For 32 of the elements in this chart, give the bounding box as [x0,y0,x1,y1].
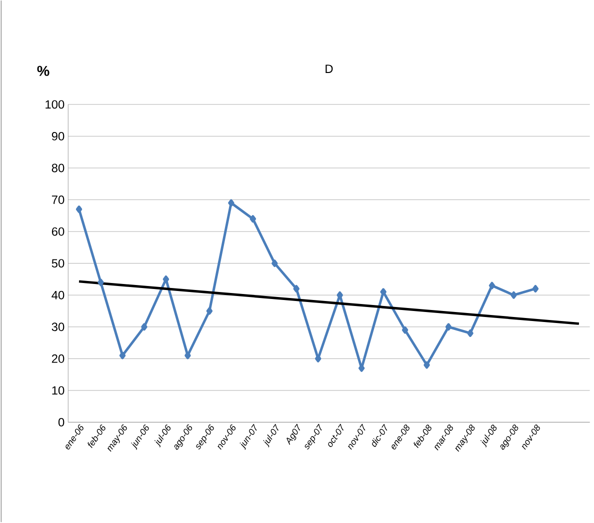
point [424,361,430,369]
point [228,199,234,207]
chart-title: D [326,64,333,74]
point [98,278,104,286]
y-axis-title: % [37,66,50,76]
point [510,292,517,299]
point [76,206,82,214]
point [402,326,408,334]
y-tick-label: 50 [52,259,64,268]
y-tick-label: 70 [52,196,64,204]
point [380,288,386,296]
y-tick-label: 10 [52,386,64,395]
y-tick-label: 40 [52,291,64,300]
point [272,260,278,268]
point [445,323,452,331]
point [532,285,539,293]
point [250,215,256,223]
y-tick-label: 100 [46,100,64,109]
point [141,323,148,331]
y-tick-label: 60 [52,227,64,236]
point [488,282,496,290]
point [184,352,191,360]
point [119,352,126,360]
y-tick-label: 80 [52,164,64,172]
point [206,307,213,315]
point [467,330,474,338]
y-tick-label: 0 [58,418,64,427]
y-tick-label: 30 [52,322,64,332]
point [293,285,300,293]
y-tick-label: 20 [52,354,64,364]
y-tick-label: 90 [52,132,64,141]
point [162,276,170,284]
